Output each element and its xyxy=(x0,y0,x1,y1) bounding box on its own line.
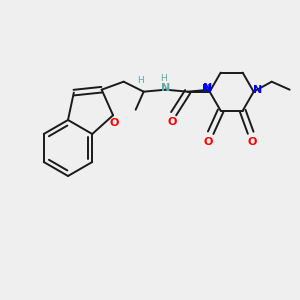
Text: H: H xyxy=(160,74,167,83)
Text: O: O xyxy=(110,118,119,128)
Text: O: O xyxy=(248,137,257,147)
Text: O: O xyxy=(168,117,177,127)
Text: O: O xyxy=(204,137,213,147)
Text: H: H xyxy=(137,76,144,85)
Text: N: N xyxy=(203,83,212,93)
Text: N: N xyxy=(202,84,211,94)
Text: N: N xyxy=(161,83,170,93)
Text: N: N xyxy=(253,85,262,95)
